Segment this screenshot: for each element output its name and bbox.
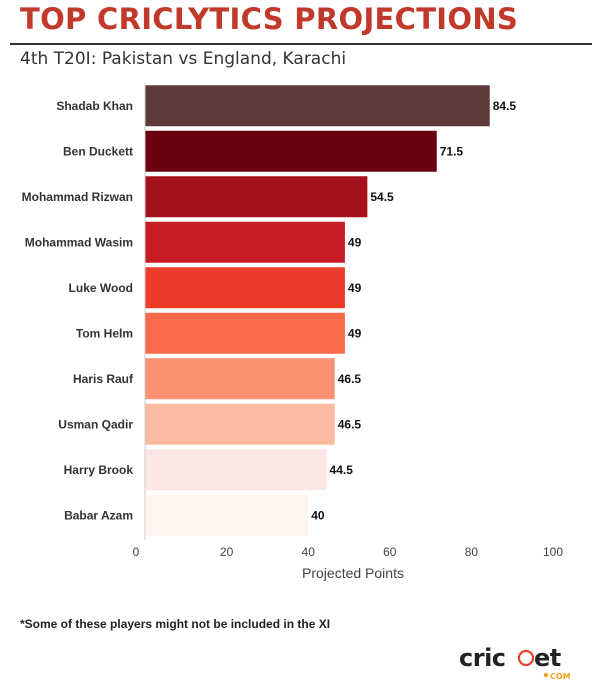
category-label: Mohammad Wasim bbox=[25, 235, 133, 249]
bar bbox=[145, 221, 345, 263]
category-labels: Shadab Khan Ben Duckett Mohammad Rizwan Moh… bbox=[22, 99, 134, 523]
svg-text:et: et bbox=[534, 644, 561, 672]
bar bbox=[145, 403, 335, 445]
bar bbox=[145, 176, 368, 218]
x-axis-label: Projected Points bbox=[302, 565, 404, 581]
svg-text:cric: cric bbox=[459, 644, 506, 672]
value-label: 40 bbox=[311, 508, 325, 522]
value-label: 46.5 bbox=[338, 417, 362, 431]
bar bbox=[145, 130, 437, 172]
value-label: 71.5 bbox=[440, 144, 464, 158]
bar-chart: Shadab Khan Ben Duckett Mohammad Rizwan Moh… bbox=[22, 83, 564, 581]
value-label: 49 bbox=[348, 235, 362, 249]
value-label: 54.5 bbox=[370, 190, 394, 204]
footnote: *Some of these players might not be incl… bbox=[20, 617, 331, 631]
bar bbox=[145, 358, 335, 400]
svg-text:COM: COM bbox=[550, 672, 571, 681]
category-label: Shadab Khan bbox=[56, 99, 133, 113]
value-label: 84.5 bbox=[493, 99, 517, 113]
x-axis-ticks: 0 20 40 60 80 100 bbox=[133, 545, 564, 559]
chart-title: TOP CRICLYTICS PROJECTIONS bbox=[20, 2, 519, 36]
x-tick-label: 40 bbox=[302, 545, 316, 559]
category-label: Usman Qadir bbox=[58, 417, 133, 431]
value-label: 46.5 bbox=[338, 372, 362, 386]
bar bbox=[145, 85, 490, 127]
value-label: 49 bbox=[348, 326, 362, 340]
category-label: Mohammad Rizwan bbox=[22, 190, 133, 204]
x-tick-label: 100 bbox=[543, 545, 563, 559]
bar bbox=[145, 494, 309, 536]
value-labels: 84.5 71.5 54.5 49 49 49 46.5 46.5 44.5 40 bbox=[311, 99, 516, 523]
category-label: Ben Duckett bbox=[63, 144, 133, 158]
bar bbox=[145, 312, 345, 354]
bar bbox=[145, 267, 345, 309]
category-label: Haris Rauf bbox=[73, 372, 134, 386]
chart-subtitle: 4th T20I: Pakistan vs England, Karachi bbox=[20, 49, 347, 69]
category-label: Luke Wood bbox=[69, 281, 133, 295]
x-tick-label: 60 bbox=[383, 545, 397, 559]
bars bbox=[145, 85, 490, 536]
category-label: Tom Helm bbox=[76, 326, 133, 340]
category-label: Babar Azam bbox=[64, 508, 133, 522]
x-tick-label: 0 bbox=[133, 545, 140, 559]
value-label: 49 bbox=[348, 281, 362, 295]
bar bbox=[145, 449, 327, 491]
cricket-com-logo: cric et COM bbox=[459, 644, 571, 681]
category-label: Harry Brook bbox=[64, 463, 134, 477]
title-divider bbox=[10, 43, 592, 45]
value-label: 44.5 bbox=[330, 463, 354, 477]
x-tick-label: 20 bbox=[220, 545, 234, 559]
x-tick-label: 80 bbox=[465, 545, 479, 559]
